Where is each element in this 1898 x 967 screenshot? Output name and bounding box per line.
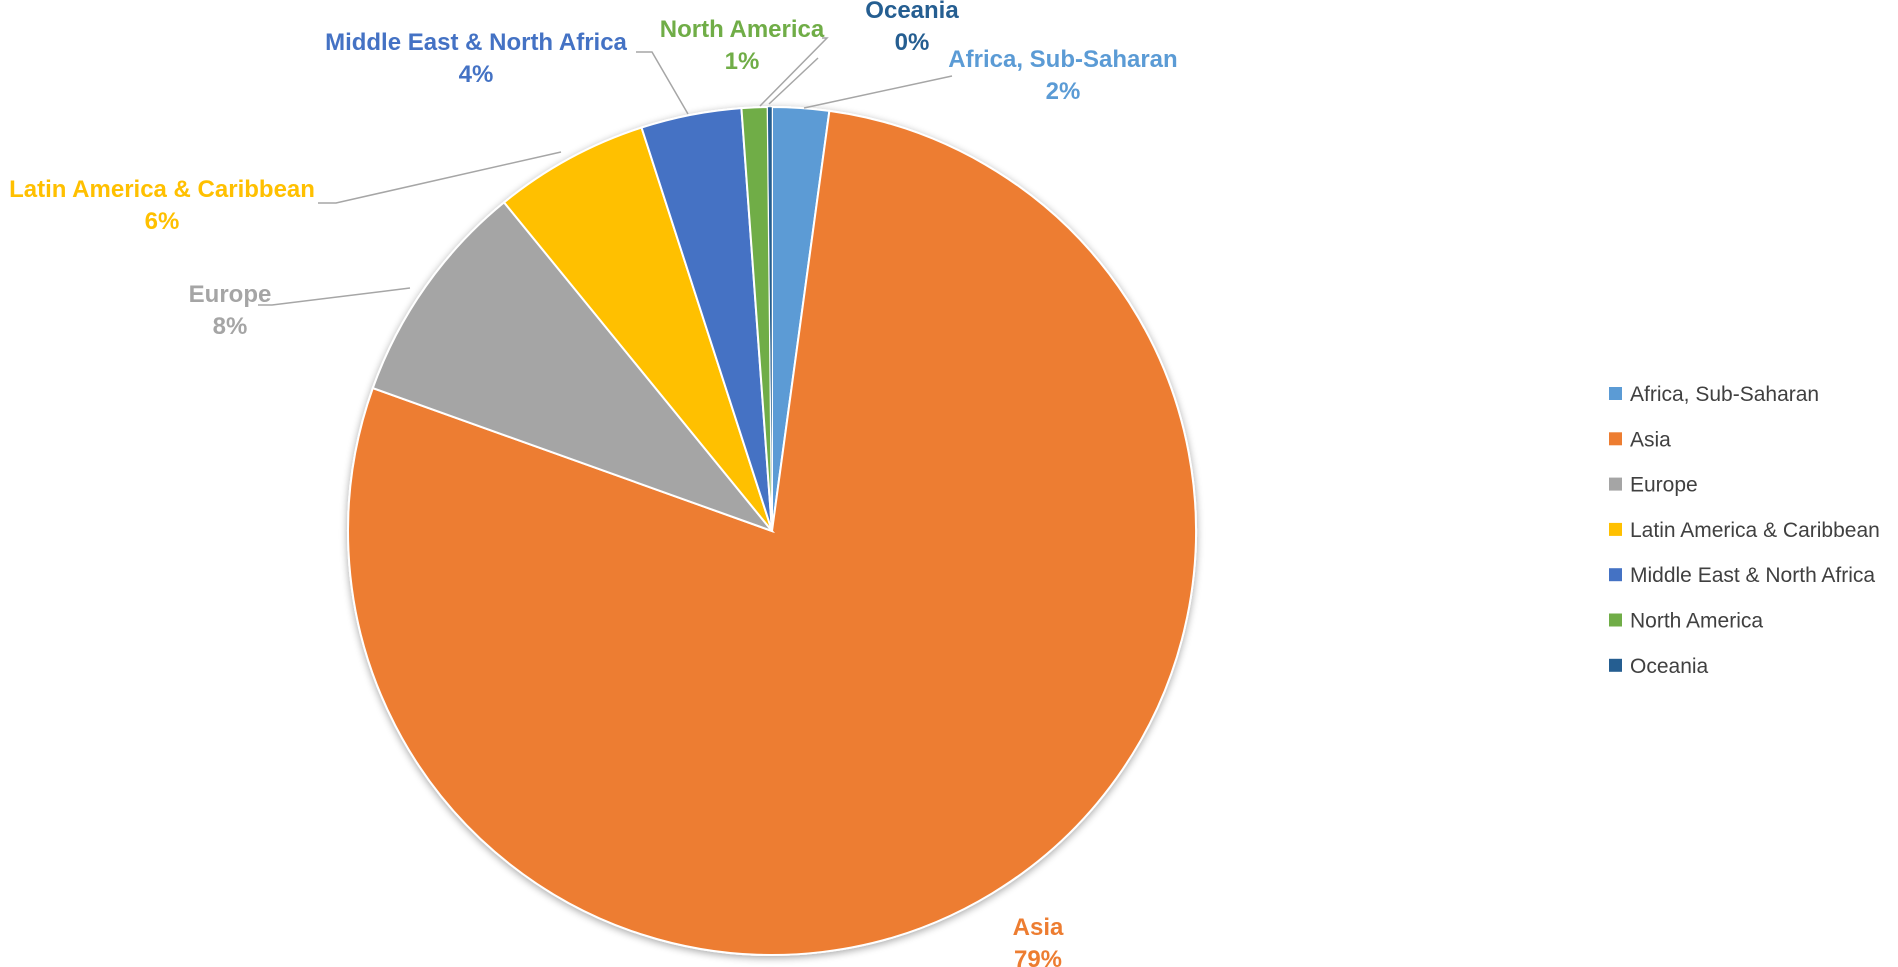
slice-oceania xyxy=(767,106,773,532)
legend-label-europe: Europe xyxy=(1630,474,1698,497)
legend-label-africa-sub-saharan: Africa, Sub-Saharan xyxy=(1630,383,1819,406)
data-label-value-europe: 8% xyxy=(213,313,248,340)
legend-swatch-north-america xyxy=(1609,613,1622,627)
slice-europe xyxy=(371,200,776,534)
legend-swatch-middle-east-and-north-africa xyxy=(1609,568,1622,582)
data-label-name-north-america: North America xyxy=(660,16,825,43)
data-label-name-asia: Asia xyxy=(1013,914,1064,941)
data-label-value-middle-east-and-north-africa: 4% xyxy=(459,61,494,88)
slice-latin-america-and-caribbean xyxy=(502,126,773,532)
legend: Africa, Sub-Saharan Asia Europe Latin Ameri… xyxy=(1609,383,1880,678)
leader-lines xyxy=(258,37,953,306)
data-label-value-oceania: 0% xyxy=(895,29,930,56)
legend-swatch-africa-sub-saharan xyxy=(1609,387,1622,400)
legend-label-middle-east-and-north-africa: Middle East & North Africa xyxy=(1630,564,1875,587)
data-label-name-europe: Europe xyxy=(189,281,272,308)
data-labels: Africa, Sub-Saharan 2% Asia 79% Europe 8% Lati… xyxy=(9,0,1178,967)
slice-asia xyxy=(347,109,1197,956)
legend-label-asia: Asia xyxy=(1630,428,1671,451)
legend-swatch-oceania xyxy=(1609,658,1622,672)
data-label-name-latin-america-and-caribbean: Latin America & Caribbean xyxy=(9,176,315,203)
data-label-value-africa-sub-saharan: 2% xyxy=(1046,78,1081,105)
legend-swatch-latin-america-and-caribbean xyxy=(1609,522,1622,536)
leader-line-europe xyxy=(258,287,411,306)
leader-line-middle-east-and-north-africa xyxy=(636,51,689,115)
data-label-name-middle-east-and-north-africa: Middle East & North Africa xyxy=(325,29,627,56)
data-label-name-oceania: Oceania xyxy=(865,0,959,24)
legend-label-oceania: Oceania xyxy=(1630,655,1709,678)
legend-label-north-america: North America xyxy=(1630,610,1763,633)
data-label-value-asia: 79% xyxy=(1014,946,1062,967)
pie-slices xyxy=(347,105,1197,956)
data-label-value-latin-america-and-caribbean: 6% xyxy=(145,208,180,235)
data-label-value-north-america: 1% xyxy=(725,48,760,75)
data-label-name-africa-sub-saharan: Africa, Sub-Saharan xyxy=(948,46,1177,73)
leader-line-oceania xyxy=(768,57,819,105)
leader-line-north-america xyxy=(759,37,829,107)
leader-line-latin-america-and-caribbean xyxy=(318,151,562,204)
legend-swatch-europe xyxy=(1609,477,1622,491)
legend-label-latin-america-and-caribbean: Latin America & Caribbean xyxy=(1630,519,1880,542)
legend-swatch-asia xyxy=(1609,432,1622,446)
leader-line-africa-sub-saharan xyxy=(803,75,953,109)
